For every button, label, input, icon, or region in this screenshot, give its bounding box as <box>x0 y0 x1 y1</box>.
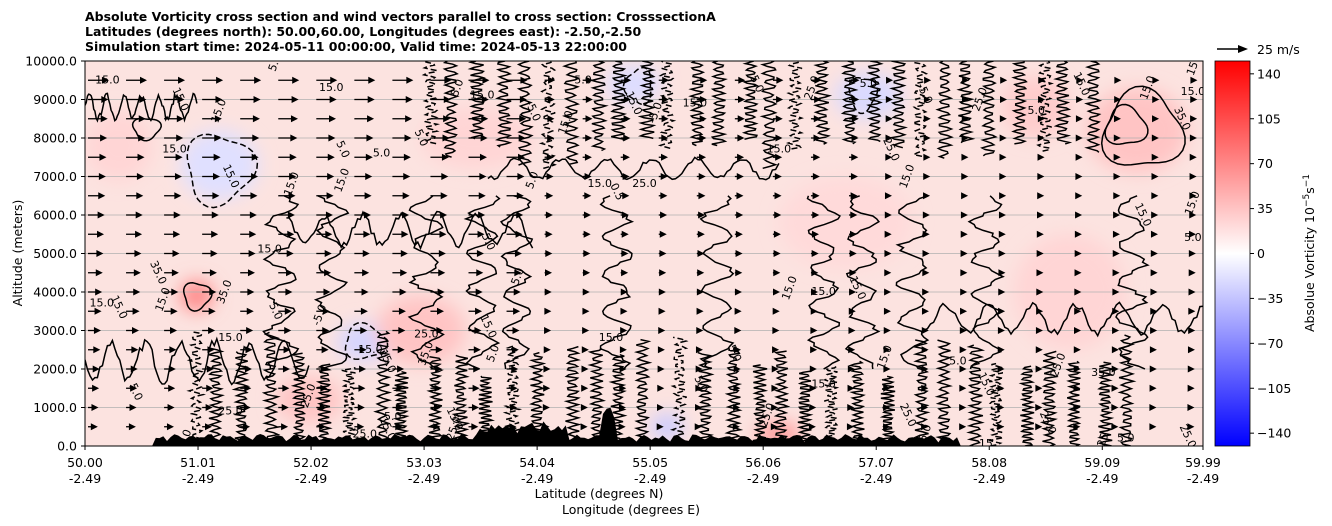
contour-label: 15.0 <box>599 331 624 344</box>
x-tick-label-lon: -2.49 <box>973 471 1005 486</box>
contour-label: 5.0 <box>1184 231 1202 244</box>
y-tick-label: 2000.0 <box>33 362 77 377</box>
contour-label: 5.0 <box>860 77 878 90</box>
y-tick-label: 5000.0 <box>33 246 77 261</box>
y-tick-label: 9000.0 <box>33 92 77 107</box>
wind-vectors <box>88 76 1198 431</box>
contour-label: 35.0 <box>1091 366 1116 379</box>
contour-label: 5.0 <box>448 77 466 98</box>
x-tick-label-lon: -2.49 <box>295 471 327 486</box>
x-tick-label-lon: -2.49 <box>747 471 779 486</box>
y-tick-label: 7000.0 <box>33 169 77 184</box>
y-axis-label: Altitude (meters) <box>10 200 25 307</box>
contour-label: 15.0 <box>358 343 383 356</box>
x-tick-label-lon: -2.49 <box>182 471 214 486</box>
x-tick-label-lon: -2.49 <box>634 471 666 486</box>
quiver-key-label: 25 m/s <box>1257 42 1300 57</box>
x-tick-label-lat: 54.04 <box>519 455 555 470</box>
x-tick-label-lat: 59.99 <box>1185 455 1221 470</box>
x-tick-label-lat: 56.06 <box>745 455 781 470</box>
contour-label: 15.0 <box>470 89 495 102</box>
y-tick-label: 1000.0 <box>33 400 77 415</box>
contour-label: 25.0 <box>632 177 657 190</box>
colorbar-tick-label: −70 <box>1257 336 1283 351</box>
x-tick-label-lon: -2.49 <box>860 471 892 486</box>
contour-label: 25.0 <box>414 327 439 340</box>
colorbar-tick-label: 105 <box>1257 111 1281 126</box>
y-tick-label: 4000.0 <box>33 285 77 300</box>
y-tick-label: 8000.0 <box>33 131 77 146</box>
y-tick-label: 0.0 <box>57 439 77 454</box>
x-tick-label-lat: 50.00 <box>67 455 103 470</box>
contour-label: 5.0 <box>523 170 541 191</box>
x-tick-label-lat: 59.09 <box>1084 455 1120 470</box>
x-tick-label-lon: -2.49 <box>408 471 440 486</box>
contour-label: 15.0 <box>1181 85 1206 98</box>
contour-label: 5.0 <box>509 266 527 287</box>
y-tick-label: 10000.0 <box>25 54 77 69</box>
x-tick-label-lat: 55.05 <box>632 455 668 470</box>
contour-label: 25.0 <box>218 404 243 417</box>
quiver-key-arrow-head <box>1238 45 1248 53</box>
x-axis: 50.00-2.4951.01-2.4952.02-2.4953.03-2.49… <box>67 446 1221 486</box>
y-tick-label: 6000.0 <box>33 208 77 223</box>
contour-label: 5.0 <box>373 146 391 159</box>
x-axis-label-lon: Longitude (degrees E) <box>562 502 700 517</box>
x-tick-label-lat: 57.07 <box>858 455 894 470</box>
colorbar-tick-label: 0 <box>1257 246 1265 261</box>
x-tick-label-lon: -2.49 <box>69 471 101 486</box>
contour-label: 25 <box>1094 431 1111 449</box>
contour-label: 15.0 <box>767 143 792 156</box>
contour-label: 15.0 <box>811 377 836 390</box>
contour-label: 15.0 <box>319 81 344 94</box>
contour-label: 15.0 <box>162 143 187 156</box>
quiver-key: 25 m/s <box>1217 42 1300 57</box>
contour-label: 15.0 <box>588 177 613 190</box>
y-axis: 0.0 1000.0 2000.0 3000.0 4000.0 5000.0 6000.0 7… <box>25 54 85 454</box>
terrain-silhouette <box>85 407 1203 446</box>
contour-label: 15.0 <box>257 243 282 256</box>
contour-label: 5.0 <box>384 410 402 423</box>
colorbar-tick-label: 140 <box>1257 66 1281 81</box>
x-tick-label-lon: -2.49 <box>1187 471 1219 486</box>
colorbar-ticks: 140 105 70 35 0 −35 −70 −105 −140 <box>1250 66 1291 441</box>
contour-label: 15.0 <box>95 73 120 86</box>
colorbar-tick-label: −105 <box>1257 381 1291 396</box>
contour-lines <box>85 61 1203 446</box>
colorbar-label: Absolue Vorticity 10−5s−1 <box>1302 174 1317 332</box>
x-tick-label-lat: 52.02 <box>293 455 329 470</box>
x-axis-label-lat: Latitude (degrees N) <box>535 486 664 501</box>
contour-label: 15.0 <box>90 297 115 310</box>
colorbar-tick-label: −140 <box>1257 426 1291 441</box>
contour-label: 5.0 <box>574 73 592 86</box>
chart-title: Absolute Vorticity cross section and win… <box>85 9 716 54</box>
contour-label: 15.0 <box>811 285 836 298</box>
title-line-3: Simulation start time: 2024-05-11 00:00:… <box>85 39 627 54</box>
x-tick-label-lon: -2.49 <box>521 471 553 486</box>
contour-label: 25.0 <box>353 427 378 440</box>
y-tick-label: 3000.0 <box>33 323 77 338</box>
colorbar-tick-label: 70 <box>1257 156 1273 171</box>
contour-label: 15.0 <box>683 96 708 109</box>
contour-label: 5.0 <box>484 343 502 364</box>
title-line-1: Absolute Vorticity cross section and win… <box>85 9 716 24</box>
colorbar-tick-label: −35 <box>1257 291 1283 306</box>
contour-label: 5.0 <box>949 354 967 367</box>
x-tick-label-lat: 53.03 <box>406 455 442 470</box>
x-tick-label-lon: -2.49 <box>1086 471 1118 486</box>
title-line-2: Latitudes (degrees north): 50.00,60.00, … <box>85 24 642 39</box>
contour-label: 5.0 <box>176 428 194 449</box>
contour-label: 5.0 <box>1028 104 1046 117</box>
colorbar-tick-label: 35 <box>1257 201 1273 216</box>
colorbar <box>1215 61 1250 446</box>
x-tick-label-lat: 51.01 <box>180 455 216 470</box>
contour-label: 5.0 <box>1117 431 1135 444</box>
contour-label: 15.0 <box>218 331 243 344</box>
x-tick-label-lat: 58.08 <box>971 455 1007 470</box>
contour-label: 15 <box>979 437 993 450</box>
contour-label: 15 <box>1184 60 1201 78</box>
